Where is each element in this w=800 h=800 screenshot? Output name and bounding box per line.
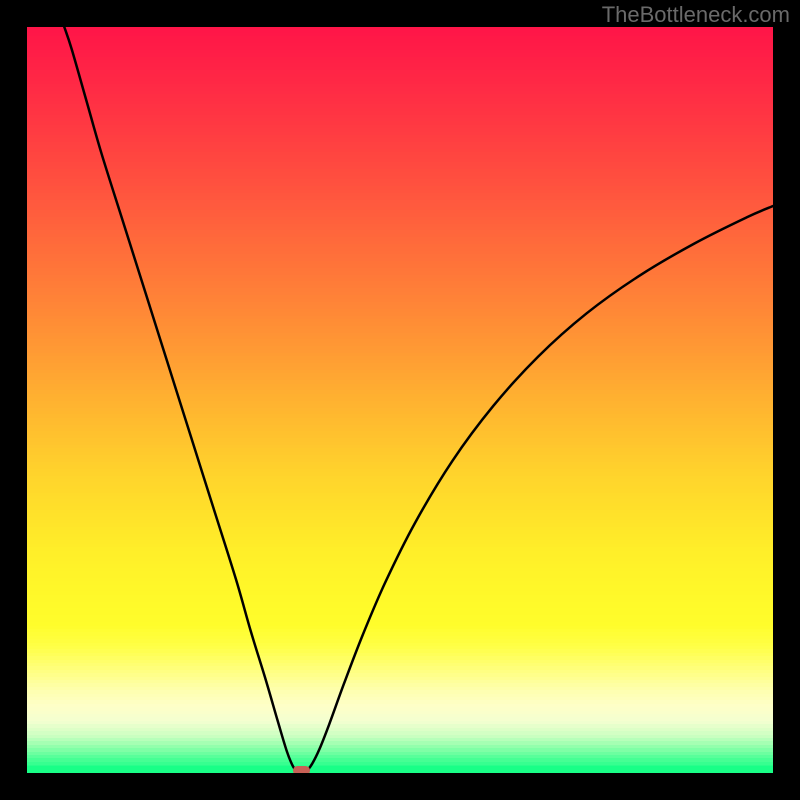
curve-path <box>64 27 773 773</box>
plot-area <box>27 27 773 773</box>
chart-frame: TheBottleneck.com <box>0 0 800 800</box>
vertex-marker <box>293 766 309 773</box>
bottleneck-curve <box>27 27 773 773</box>
watermark-text: TheBottleneck.com <box>602 2 790 28</box>
